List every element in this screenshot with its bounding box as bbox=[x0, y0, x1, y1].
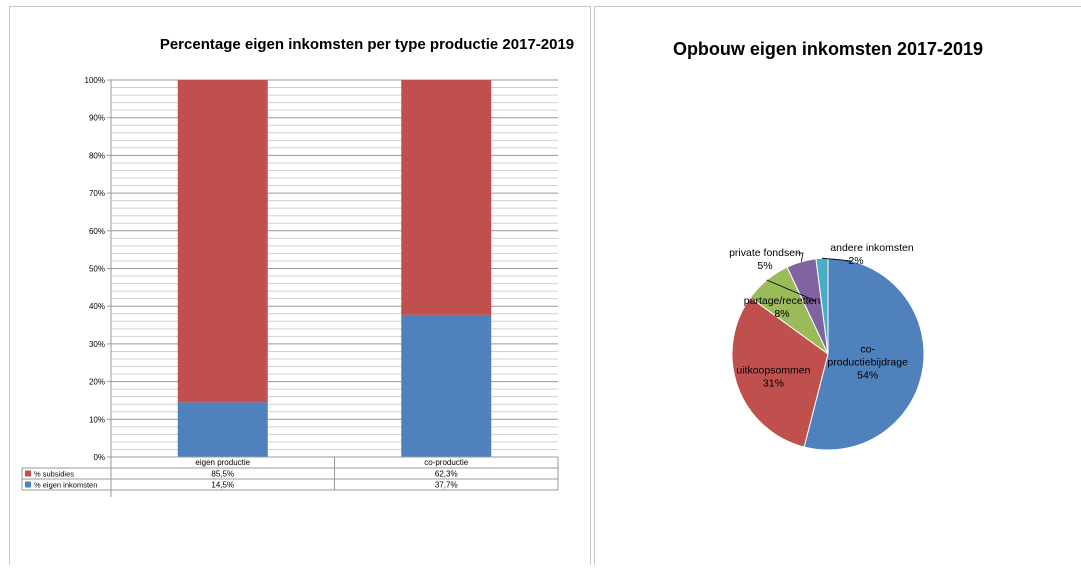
slice-label: uitkoopsommen bbox=[736, 365, 810, 377]
category-label: co-productie bbox=[424, 458, 469, 467]
slice-percentage: 31% bbox=[763, 378, 784, 390]
leader-line bbox=[766, 279, 817, 302]
pie-chart-title: Opbouw eigen inkomsten 2017-2019 bbox=[673, 39, 983, 59]
slice-percentage: 8% bbox=[774, 308, 789, 320]
pie-chart-slices bbox=[731, 257, 925, 451]
slice-label: co- bbox=[860, 344, 875, 356]
leader-line bbox=[821, 257, 853, 262]
y-tick-label: 30% bbox=[89, 340, 105, 349]
slice-label: productiebijdrage bbox=[827, 357, 908, 369]
y-tick-label: 50% bbox=[89, 265, 105, 274]
leader-line bbox=[797, 252, 804, 262]
y-tick-label: 10% bbox=[89, 415, 105, 424]
data-table-value: 85,5% bbox=[211, 470, 234, 479]
y-tick-label: 90% bbox=[89, 114, 105, 123]
pie-slice bbox=[731, 296, 829, 448]
slice-label: andere inkomsten bbox=[830, 242, 914, 254]
legend-swatch bbox=[25, 470, 31, 477]
category-label: eigen productie bbox=[195, 458, 250, 467]
bar-segment bbox=[177, 80, 268, 403]
bar-chart-data-table: eigen productie co-productie % subsidies 85… bbox=[21, 456, 559, 491]
slice-percentage: 54% bbox=[857, 370, 878, 382]
y-tick-label: 70% bbox=[89, 189, 105, 198]
pie-slice bbox=[803, 257, 925, 451]
slice-percentage: 5% bbox=[757, 260, 772, 272]
y-tick-label: 20% bbox=[89, 378, 105, 387]
bar-chart-bars bbox=[177, 80, 492, 457]
y-tick-label: 60% bbox=[89, 227, 105, 236]
legend-swatch bbox=[25, 481, 31, 488]
y-tick-label: 0% bbox=[93, 453, 105, 462]
bar-segment bbox=[401, 80, 492, 315]
bar-chart-panel: Percentage eigen inkomsten per type prod… bbox=[9, 6, 591, 565]
y-tick-label: 40% bbox=[89, 302, 105, 311]
pie-chart-panel: Opbouw eigen inkomsten 2017-2019 co-prod… bbox=[594, 6, 1081, 565]
data-table-value: 14,5% bbox=[211, 481, 234, 490]
bar-chart-title: Percentage eigen inkomsten per type prod… bbox=[160, 36, 574, 53]
pie-chart: Opbouw eigen inkomsten 2017-2019 co-prod… bbox=[673, 39, 983, 451]
legend-label: % eigen inkomsten bbox=[34, 481, 97, 490]
slice-label: private fondsen bbox=[729, 247, 801, 259]
y-tick-label: 80% bbox=[89, 151, 105, 160]
data-table-value: 62,3% bbox=[435, 470, 458, 479]
y-tick-label: 100% bbox=[85, 76, 105, 85]
legend-label: % subsidies bbox=[34, 470, 74, 479]
bar-segment bbox=[401, 314, 492, 457]
data-table-value: 37,7% bbox=[435, 481, 458, 490]
slice-percentage: 2% bbox=[848, 255, 863, 267]
stacked-bar-chart: Percentage eigen inkomsten per type prod… bbox=[21, 36, 574, 497]
bar-segment bbox=[177, 402, 268, 457]
slice-label: partage/recetten bbox=[744, 295, 821, 307]
pie-slice bbox=[815, 257, 829, 355]
bar-chart-y-axis: 0% 10% 20% 30% 40% 50% 60% 70% 80% 90% 100% bbox=[85, 76, 111, 462]
